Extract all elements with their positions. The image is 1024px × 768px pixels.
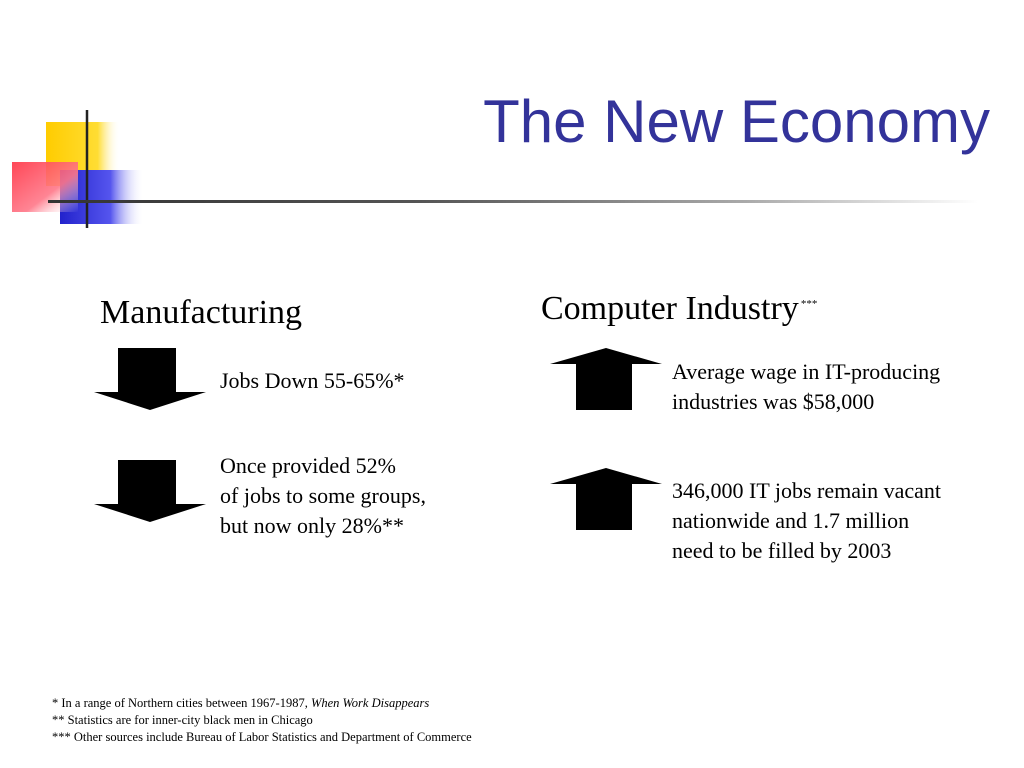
title-rule — [48, 200, 978, 203]
computer-industry-heading-text: Computer Industry — [541, 290, 799, 327]
footnote-2: ** Statistics are for inner-city black m… — [52, 713, 313, 727]
footnote-1-text: * In a range of Northern cities between … — [52, 696, 311, 710]
footnotes: * In a range of Northern cities between … — [52, 695, 472, 746]
computer-industry-point-2: 346,000 IT jobs remain vacant nationwide… — [672, 476, 941, 566]
manufacturing-heading: Manufacturing — [100, 294, 303, 331]
up-arrow-icon — [550, 468, 662, 530]
footnote-3: *** Other sources include Bureau of Labo… — [52, 730, 472, 744]
footnote-1: * In a range of Northern cities between … — [52, 695, 472, 712]
footnote-1-source: When Work Disappears — [310, 696, 430, 710]
manufacturing-point-2-line-1: Once provided 52% — [220, 453, 396, 478]
computer-industry-point-1: Average wage in IT-producing industries … — [672, 357, 940, 417]
computer-industry-point-1-line-2: industries was $58,000 — [672, 389, 875, 414]
computer-industry-point-2-line-1: 346,000 IT jobs remain vacant — [672, 478, 942, 503]
computer-industry-heading: Computer Industry *** — [541, 292, 817, 326]
up-arrow-icon — [550, 348, 662, 410]
manufacturing-point-2-line-3: but now only 28%** — [220, 513, 404, 538]
corner-decoration — [12, 110, 144, 228]
down-arrow-icon — [94, 348, 206, 410]
computer-industry-heading-note: *** — [800, 297, 818, 310]
computer-industry-point-1-line-1: Average wage in IT-producing — [672, 359, 941, 384]
red-square — [12, 162, 78, 212]
computer-industry-point-2-line-2: nationwide and 1.7 million — [672, 508, 910, 533]
down-arrow-icon — [94, 460, 206, 522]
manufacturing-point-1: Jobs Down 55-65%* — [220, 366, 405, 396]
manufacturing-point-1-line-1: Jobs Down 55-65%* — [220, 368, 405, 393]
manufacturing-point-2-line-2: of jobs to some groups, — [220, 483, 426, 508]
manufacturing-point-2: Once provided 52% of jobs to some groups… — [220, 451, 426, 541]
slide-title: The New Economy — [483, 88, 990, 155]
computer-industry-point-2-line-3: need to be filled by 2003 — [672, 538, 892, 563]
